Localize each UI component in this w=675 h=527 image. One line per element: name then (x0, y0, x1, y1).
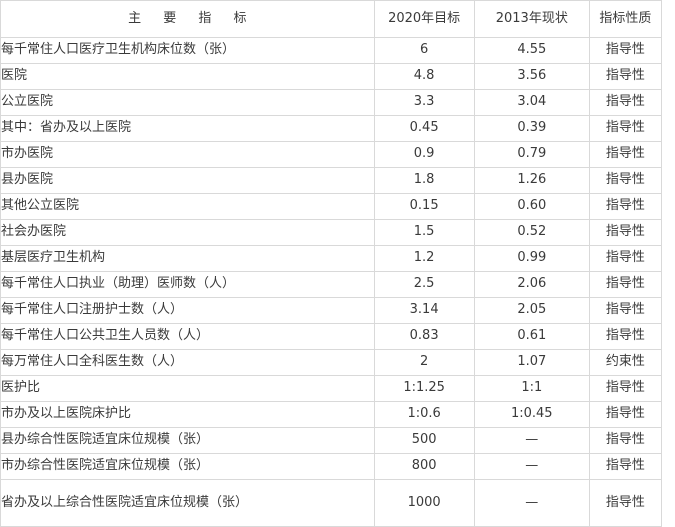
indicator-name-cell: 每千常住人口执业（助理）医师数（人） (0, 271, 375, 298)
indicator-name-cell: 其他公立医院 (0, 193, 375, 220)
table-row: 每千常住人口执业（助理）医师数（人） 2.5 2.06 指导性 (0, 271, 663, 298)
table-row: 社会办医院 1.5 0.52 指导性 (0, 219, 663, 246)
target-2020-cell: 0.45 (373, 115, 475, 142)
indicator-name-cell: 市办综合性医院适宜床位规模（张） (0, 453, 375, 480)
indicator-nature-cell: 指导性 (588, 63, 663, 90)
table-header-row: 主 要 指 标 2020年目标 2013年现状 指标性质 (0, 0, 663, 38)
table-row: 每千常住人口医疗卫生机构床位数（张） 6 4.55 指导性 (0, 37, 663, 64)
table-row: 市办综合性医院适宜床位规模（张） 800— 指导性 (0, 453, 663, 480)
indicator-nature-cell: 约束性 (588, 349, 663, 376)
target-2020-cell: 3.14 (373, 297, 475, 324)
status-2013-cell: — (473, 453, 590, 480)
status-2013-cell: 1.26 (473, 167, 590, 194)
status-2013-cell: 0.99 (473, 245, 590, 272)
indicator-name-cell: 市办医院 (0, 141, 375, 168)
indicator-name-cell: 医护比 (0, 375, 375, 402)
table-row: 公立医院 3.3 3.04 指导性 (0, 89, 663, 116)
column-header-nature: 指标性质 (588, 0, 663, 38)
target-2020-cell: 6 (373, 37, 475, 64)
indicator-nature-cell: 指导性 (588, 297, 663, 324)
table-row: 市办医院 0.9 0.79 指导性 (0, 141, 663, 168)
indicator-name-cell: 基层医疗卫生机构 (0, 245, 375, 272)
target-2020-cell: 1:1.25 (373, 375, 475, 402)
status-2013-cell: 1:1 (473, 375, 590, 402)
column-header-status-2013: 2013年现状 (473, 0, 590, 38)
status-2013-cell: 0.60 (473, 193, 590, 220)
indicator-name-cell: 每千常住人口医疗卫生机构床位数（张） (0, 37, 375, 64)
target-2020-cell: 1.5 (373, 219, 475, 246)
status-2013-cell: 0.52 (473, 219, 590, 246)
target-2020-cell: 800 (373, 453, 475, 480)
target-2020-cell: 4.8 (373, 63, 475, 90)
indicator-name-cell: 其中：省办及以上医院 (0, 115, 375, 142)
indicator-nature-cell: 指导性 (588, 167, 663, 194)
indicator-nature-cell: 指导性 (588, 271, 663, 298)
status-2013-cell: 2.05 (473, 297, 590, 324)
status-2013-cell: 3.56 (473, 63, 590, 90)
target-2020-cell: 1:0.6 (373, 401, 475, 428)
target-2020-cell: 500 (373, 427, 475, 454)
column-header-indicator-name: 主 要 指 标 (0, 0, 375, 38)
target-2020-cell: 0.83 (373, 323, 475, 350)
target-2020-cell: 0.15 (373, 193, 475, 220)
table-row: 每千常住人口公共卫生人员数（人） 0.83 0.61 指导性 (0, 323, 663, 350)
status-2013-cell: 0.39 (473, 115, 590, 142)
indicator-nature-cell: 指导性 (588, 453, 663, 480)
indicator-name-cell: 每万常住人口全科医生数（人） (0, 349, 375, 376)
indicator-nature-cell: 指导性 (588, 219, 663, 246)
indicator-name-cell: 社会办医院 (0, 219, 375, 246)
indicator-nature-cell: 指导性 (588, 323, 663, 350)
status-2013-cell: 1.07 (473, 349, 590, 376)
target-2020-cell: 1.2 (373, 245, 475, 272)
target-2020-cell: 0.9 (373, 141, 475, 168)
table-row: 基层医疗卫生机构 1.2 0.99 指导性 (0, 245, 663, 272)
indicator-name-cell: 医院 (0, 63, 375, 90)
status-2013-cell: 4.55 (473, 37, 590, 64)
status-2013-cell: 3.04 (473, 89, 590, 116)
indicator-nature-cell: 指导性 (588, 427, 663, 454)
table-row: 县办医院 1.8 1.26 指导性 (0, 167, 663, 194)
indicator-name-cell: 市办及以上医院床护比 (0, 401, 375, 428)
table-row: 其他公立医院 0.15 0.60 指导性 (0, 193, 663, 220)
indicator-name-cell: 县办医院 (0, 167, 375, 194)
table-row: 医院 4.8 3.56 指导性 (0, 63, 663, 90)
indicator-nature-cell: 指导性 (588, 193, 663, 220)
status-2013-cell: 1:0.45 (473, 401, 590, 428)
table-row: 每万常住人口全科医生数（人） 2 1.07 约束性 (0, 349, 663, 376)
table-row: 市办及以上医院床护比 1:0.6 1:0.45 指导性 (0, 401, 663, 428)
target-2020-cell: 2.5 (373, 271, 475, 298)
table-header: 主 要 指 标 2020年目标 2013年现状 指标性质 (0, 0, 663, 38)
table-row: 省办及以上综合性医院适宜床位规模（张） 1000— 指导性 (0, 479, 663, 527)
indicator-name-cell: 公立医院 (0, 89, 375, 116)
indicator-nature-cell: 指导性 (588, 37, 663, 64)
target-2020-cell: 3.3 (373, 89, 475, 116)
table-row: 医护比 1:1.25 1:1 指导性 (0, 375, 663, 402)
status-2013-cell: — (473, 427, 590, 454)
indicator-name-cell: 每千常住人口公共卫生人员数（人） (0, 323, 375, 350)
column-header-target-2020: 2020年目标 (373, 0, 475, 38)
indicator-nature-cell: 指导性 (588, 375, 663, 402)
indicator-nature-cell: 指导性 (588, 89, 663, 116)
indicator-nature-cell: 指导性 (588, 479, 663, 527)
status-2013-cell: 2.06 (473, 271, 590, 298)
target-2020-cell: 2 (373, 349, 475, 376)
indicator-nature-cell: 指导性 (588, 401, 663, 428)
table-body: 每千常住人口医疗卫生机构床位数（张） 6 4.55 指导性 医院 4.8 3.56 指导性 公立… (0, 37, 663, 527)
indicator-nature-cell: 指导性 (588, 245, 663, 272)
table-row: 县办综合性医院适宜床位规模（张） 500— 指导性 (0, 427, 663, 454)
target-2020-cell: 1.8 (373, 167, 475, 194)
indicator-nature-cell: 指导性 (588, 115, 663, 142)
table-row: 每千常住人口注册护士数（人） 3.14 2.05 指导性 (0, 297, 663, 324)
status-2013-cell: — (473, 479, 590, 527)
target-2020-cell: 1000 (373, 479, 475, 527)
indicator-name-cell: 县办综合性医院适宜床位规模（张） (0, 427, 375, 454)
status-2013-cell: 0.61 (473, 323, 590, 350)
indicator-name-cell: 省办及以上综合性医院适宜床位规模（张） (0, 479, 375, 527)
table-row: 其中：省办及以上医院 0.45 0.39 指导性 (0, 115, 663, 142)
indicator-nature-cell: 指导性 (588, 141, 663, 168)
status-2013-cell: 0.79 (473, 141, 590, 168)
indicator-name-cell: 每千常住人口注册护士数（人） (0, 297, 375, 324)
